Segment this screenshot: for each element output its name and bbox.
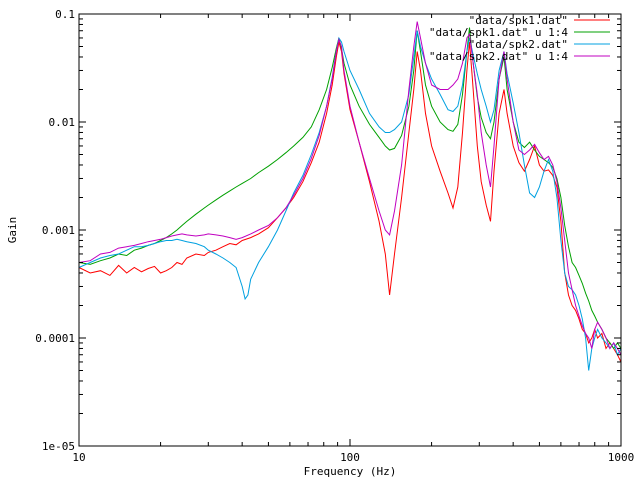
x-tick-label: 100 bbox=[340, 451, 360, 464]
legend-label-3: "data/spk2.dat" bbox=[469, 38, 568, 51]
legend: "data/spk1.dat""data/spk1.dat" u 1:4"dat… bbox=[429, 14, 610, 63]
legend-label-4: "data/spk2.dat" u 1:4 bbox=[429, 50, 568, 63]
x-tick-label: 1000 bbox=[608, 451, 635, 464]
y-tick-label: 0.001 bbox=[42, 224, 75, 237]
plot-series bbox=[78, 21, 622, 371]
x-tick-label: 10 bbox=[72, 451, 85, 464]
y-tick-label: 0.1 bbox=[55, 8, 75, 21]
x-axis-label: Frequency (Hz) bbox=[304, 465, 397, 478]
y-tick-label: 1e-05 bbox=[42, 440, 75, 453]
y-tick-label: 0.01 bbox=[49, 116, 76, 129]
y-tick-label: 0.0001 bbox=[35, 332, 75, 345]
y-axis-label: Gain bbox=[6, 217, 19, 244]
legend-label-1: "data/spk1.dat" bbox=[469, 14, 568, 27]
series-line-4 bbox=[78, 21, 622, 355]
legend-label-2: "data/spk1.dat" u 1:4 bbox=[429, 26, 568, 39]
series-line-2 bbox=[78, 27, 622, 350]
